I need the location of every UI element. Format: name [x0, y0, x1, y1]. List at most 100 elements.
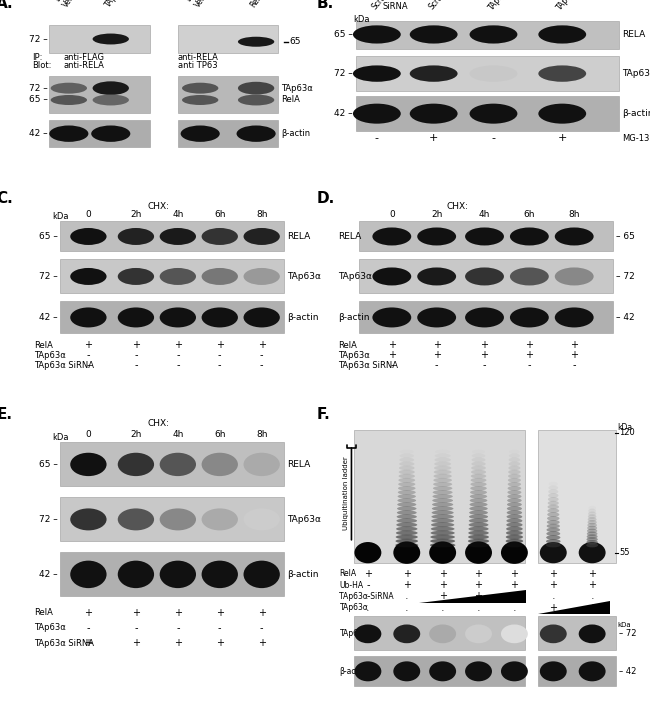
Ellipse shape [393, 625, 420, 643]
Text: kDa: kDa [52, 433, 68, 442]
Ellipse shape [465, 308, 504, 328]
Text: 0: 0 [86, 211, 91, 219]
Text: +: + [570, 351, 578, 361]
Ellipse shape [181, 126, 220, 142]
Ellipse shape [507, 498, 522, 503]
Ellipse shape [51, 83, 87, 94]
Ellipse shape [160, 228, 196, 245]
Text: TAp63α: TAp63α [338, 272, 372, 281]
Ellipse shape [92, 34, 129, 44]
Text: TAp63α: TAp63α [34, 351, 66, 360]
Ellipse shape [396, 515, 417, 519]
Text: 65 –: 65 – [39, 460, 58, 469]
Text: 72 –: 72 – [39, 272, 58, 281]
Ellipse shape [508, 490, 521, 495]
Ellipse shape [118, 508, 154, 531]
Ellipse shape [51, 95, 87, 105]
Ellipse shape [555, 268, 593, 286]
Ellipse shape [434, 466, 451, 471]
Ellipse shape [399, 466, 415, 471]
Text: +: + [174, 341, 182, 351]
Ellipse shape [540, 542, 567, 563]
Ellipse shape [555, 308, 593, 328]
Ellipse shape [395, 539, 418, 543]
Text: -: - [218, 361, 222, 371]
Text: +: + [84, 638, 92, 648]
Ellipse shape [510, 308, 549, 328]
Text: Scrambled: Scrambled [427, 0, 460, 11]
Text: E.: E. [0, 407, 12, 422]
Text: 6h: 6h [524, 211, 535, 219]
Text: +: + [549, 580, 557, 590]
Ellipse shape [587, 526, 597, 531]
Ellipse shape [433, 490, 452, 495]
Ellipse shape [432, 494, 453, 498]
Ellipse shape [469, 66, 517, 82]
Ellipse shape [469, 511, 488, 515]
Ellipse shape [469, 527, 489, 531]
Ellipse shape [547, 524, 560, 528]
Text: +: + [480, 351, 489, 361]
Text: +: + [525, 351, 534, 361]
Bar [354, 430, 525, 563]
Ellipse shape [432, 506, 454, 511]
Ellipse shape [244, 508, 280, 531]
Ellipse shape [469, 506, 488, 511]
Text: F.: F. [317, 407, 331, 422]
Ellipse shape [508, 482, 521, 486]
Text: -: - [218, 623, 222, 633]
Ellipse shape [468, 535, 489, 539]
Text: A.: A. [0, 0, 14, 11]
Ellipse shape [434, 470, 452, 474]
Text: Empty
Vector: Empty Vector [53, 0, 83, 9]
Ellipse shape [586, 540, 598, 545]
Ellipse shape [501, 661, 528, 681]
Text: +: + [480, 341, 489, 351]
Text: 42 –: 42 – [39, 313, 58, 322]
Ellipse shape [508, 462, 521, 466]
Bar [359, 259, 613, 293]
Ellipse shape [469, 515, 488, 519]
Text: kDa: kDa [353, 15, 369, 24]
Ellipse shape [417, 268, 456, 286]
Ellipse shape [430, 543, 456, 548]
Text: RELA: RELA [622, 30, 645, 39]
Ellipse shape [202, 453, 238, 476]
Text: RelA: RelA [338, 341, 357, 350]
Ellipse shape [506, 515, 522, 519]
Text: +: + [174, 638, 182, 648]
Ellipse shape [431, 518, 454, 523]
Ellipse shape [431, 523, 454, 527]
Text: -: - [435, 361, 438, 371]
Text: -: - [86, 351, 90, 361]
Ellipse shape [547, 508, 559, 513]
Ellipse shape [470, 486, 487, 491]
Ellipse shape [465, 228, 504, 246]
Ellipse shape [506, 523, 523, 527]
Text: RelA: RelA [249, 0, 266, 9]
Ellipse shape [588, 511, 596, 516]
Ellipse shape [507, 506, 522, 511]
Ellipse shape [372, 308, 411, 328]
Ellipse shape [470, 498, 488, 503]
Ellipse shape [508, 474, 521, 478]
Ellipse shape [587, 528, 597, 533]
Ellipse shape [160, 268, 196, 285]
Text: D.: D. [317, 191, 335, 206]
Text: 2h: 2h [431, 211, 443, 219]
Ellipse shape [354, 625, 382, 643]
Ellipse shape [160, 508, 196, 531]
Bar [49, 120, 150, 147]
Text: +: + [216, 341, 224, 351]
Text: -: - [176, 351, 179, 361]
Text: TAp63α: TAp63α [287, 272, 321, 281]
Text: 4h: 4h [172, 211, 183, 219]
Ellipse shape [432, 511, 454, 515]
Ellipse shape [506, 518, 523, 523]
Ellipse shape [469, 104, 517, 124]
Text: – 42: – 42 [619, 667, 636, 676]
Ellipse shape [354, 661, 382, 681]
Bar [49, 76, 150, 113]
Text: 72 –: 72 – [29, 34, 48, 44]
Ellipse shape [396, 531, 418, 536]
